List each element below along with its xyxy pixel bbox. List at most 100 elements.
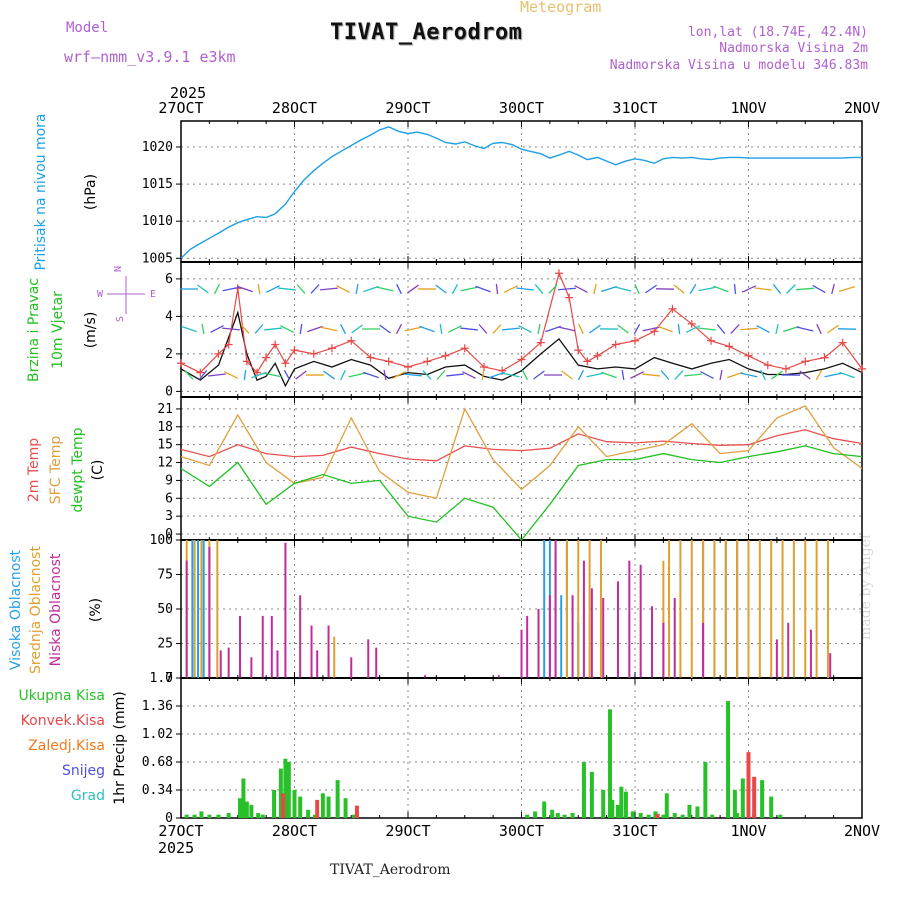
- cloud-low-bar: [548, 595, 551, 678]
- cloud-low-bar: [787, 622, 790, 678]
- cloud-mid-bar: [193, 540, 196, 678]
- gust-marker: [309, 349, 318, 358]
- wind-arrow: [503, 285, 519, 293]
- precip-total-bar: [687, 804, 692, 818]
- wind-arrow: [698, 327, 716, 331]
- wind-arrow: [223, 371, 239, 379]
- wind-arrow: [264, 327, 282, 331]
- cloud-mid-label: Srednja Oblacnost: [28, 546, 44, 674]
- wind-arrow: [839, 371, 855, 379]
- cloud-high-bar: [191, 540, 194, 678]
- precip-unit: 1hr Precip (mm): [112, 691, 128, 804]
- wind-arrow: [772, 284, 782, 294]
- cloud-low-bar: [571, 595, 574, 678]
- cloud-unit: (%): [88, 598, 104, 622]
- cloud-mid-bar: [577, 540, 580, 678]
- y-tick-label: 6: [165, 491, 173, 506]
- wind-arrow: [698, 286, 716, 292]
- wind-arrow: [760, 369, 766, 381]
- model-elevation-label: Nadmorska Visina u modelu 346.83m: [609, 58, 868, 73]
- precip-total-bar: [608, 709, 613, 818]
- wind-arrow: [518, 325, 532, 333]
- cloud-mid-bar: [565, 540, 568, 678]
- wind-arrow: [184, 370, 194, 380]
- wind-arrow: [213, 283, 221, 295]
- cloud-low-bar: [227, 647, 230, 678]
- wind-arrow: [404, 373, 422, 377]
- precip-total-bar: [241, 778, 246, 818]
- x-tick-label-bottom: 1NOV: [730, 822, 766, 840]
- wind-arrow: [716, 324, 726, 334]
- pressure-line: [180, 126, 862, 259]
- precip-total-bar: [661, 814, 666, 818]
- wind-arrow: [502, 327, 520, 331]
- wind-arrow: [446, 373, 464, 377]
- wind-arrow: [475, 285, 491, 293]
- wind-arrow: [799, 370, 811, 380]
- precip-conv-bar: [752, 776, 757, 818]
- cloud-low-bar: [208, 546, 211, 678]
- x-tick-label-top: 1NOV: [730, 99, 766, 117]
- gust-marker: [224, 340, 233, 349]
- cloud-mid-bar: [770, 540, 773, 678]
- wind-arrow: [478, 324, 488, 334]
- precip-total-label: Ukupna Kisa: [18, 688, 105, 704]
- cloud-low-bar: [219, 650, 222, 678]
- precip-total-bar: [562, 814, 567, 818]
- wind-arrow: [719, 369, 723, 381]
- gust-marker: [744, 351, 753, 360]
- cloud-low-bar: [554, 540, 557, 678]
- wind-arrow: [363, 371, 379, 379]
- wind-arrow: [278, 287, 296, 291]
- gust-marker: [281, 359, 290, 368]
- precip-snow-label: Snijeg: [62, 763, 105, 779]
- temp-dewpt-line: [180, 445, 863, 542]
- gust-marker: [262, 353, 271, 362]
- wind-arrow: [601, 285, 617, 293]
- wind-arrow: [422, 370, 432, 380]
- wind-arrow: [492, 324, 502, 334]
- y-tick-label: 2: [165, 347, 173, 362]
- model-label: Model: [66, 20, 109, 36]
- wind-arrow: [548, 284, 558, 294]
- wind-arrow: [395, 323, 403, 335]
- wind-arrow: [634, 283, 640, 295]
- x-tick-label-bottom: 28OCT: [272, 822, 317, 840]
- precip-conv-bar: [315, 799, 320, 818]
- precip-total-bar: [732, 790, 737, 818]
- gust-marker: [565, 293, 574, 302]
- cloud-low-bar: [702, 622, 705, 678]
- y-tick-label: 1015: [142, 177, 173, 192]
- lonlat-label: lon,lat (18.74E, 42.4N): [687, 25, 868, 40]
- precip-total-bar: [638, 813, 643, 818]
- wind-arrow: [462, 371, 476, 379]
- x-tick-label-bottom: 2NOV: [844, 822, 880, 840]
- wind-arrow: [586, 372, 604, 378]
- gust-marker: [366, 353, 375, 362]
- precip-frz-label: Zaledj.Kisa: [28, 738, 105, 754]
- wind-arrow: [376, 286, 394, 292]
- precip-conv-bar: [655, 813, 660, 818]
- gust-marker: [574, 346, 583, 355]
- wind-arrow: [677, 323, 681, 335]
- gust-marker: [347, 336, 356, 345]
- gust-marker: [801, 357, 810, 366]
- y-tick-label: 0.68: [142, 755, 173, 770]
- cloud-mid-bar: [662, 560, 665, 678]
- y-tick-label: 1005: [142, 251, 173, 266]
- precip-total-bar: [581, 762, 586, 818]
- wind-arrow: [383, 369, 387, 381]
- gust-marker: [327, 344, 336, 353]
- precip-total-bar: [703, 762, 708, 818]
- wind-arrow: [296, 284, 306, 294]
- precip-conv-label: Konvek.Kisa: [21, 713, 105, 729]
- y-tick-label: 1.02: [142, 727, 173, 742]
- wind-arrow: [254, 324, 264, 334]
- cloud-low-bar: [616, 581, 619, 678]
- elevation-label: Nadmorska Visina 2m: [719, 41, 868, 56]
- wind-arrow: [320, 326, 338, 332]
- precip-conv-bar: [281, 793, 286, 818]
- cloud-low-bar: [662, 622, 665, 678]
- wind-arrow: [460, 286, 478, 292]
